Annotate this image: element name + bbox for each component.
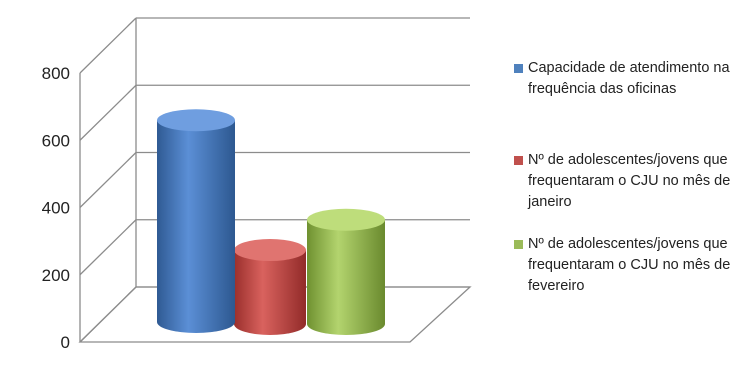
gridline-diagonal	[79, 17, 137, 74]
legend-swatch-red	[514, 156, 523, 165]
y-tick-label: 0	[61, 333, 70, 352]
bar-body-1	[234, 250, 306, 335]
legend-label: Nº de adolescentes/jovens que frequentar…	[528, 236, 731, 294]
legend-label: Nº de adolescentes/jovens que frequentar…	[528, 152, 731, 210]
y-tick-label: 600	[42, 131, 70, 150]
legend-swatch-blue	[514, 64, 523, 73]
y-tick-labels: 0 200 400 600 800	[42, 64, 70, 352]
bar-2	[307, 208, 385, 335]
bars-group	[157, 109, 385, 335]
y-tick-label: 800	[42, 64, 70, 83]
legend-label: Capacidade de atendimento na frequência …	[528, 60, 730, 97]
gridline-diagonal	[79, 219, 137, 276]
bar-top-2	[307, 208, 385, 231]
gridline-diagonal	[79, 152, 137, 208]
gridline-diagonal	[79, 84, 137, 141]
y-tick-label: 400	[42, 199, 70, 218]
bar-body-2	[307, 219, 385, 335]
bar-top-0	[157, 109, 235, 132]
bar-1	[234, 239, 306, 335]
gridline-diagonal	[79, 286, 137, 343]
legend-swatch-green	[514, 240, 523, 249]
bar-top-1	[234, 239, 306, 262]
bar-body-0	[157, 120, 235, 333]
bar-0	[157, 109, 235, 333]
y-tick-label: 200	[42, 266, 70, 285]
